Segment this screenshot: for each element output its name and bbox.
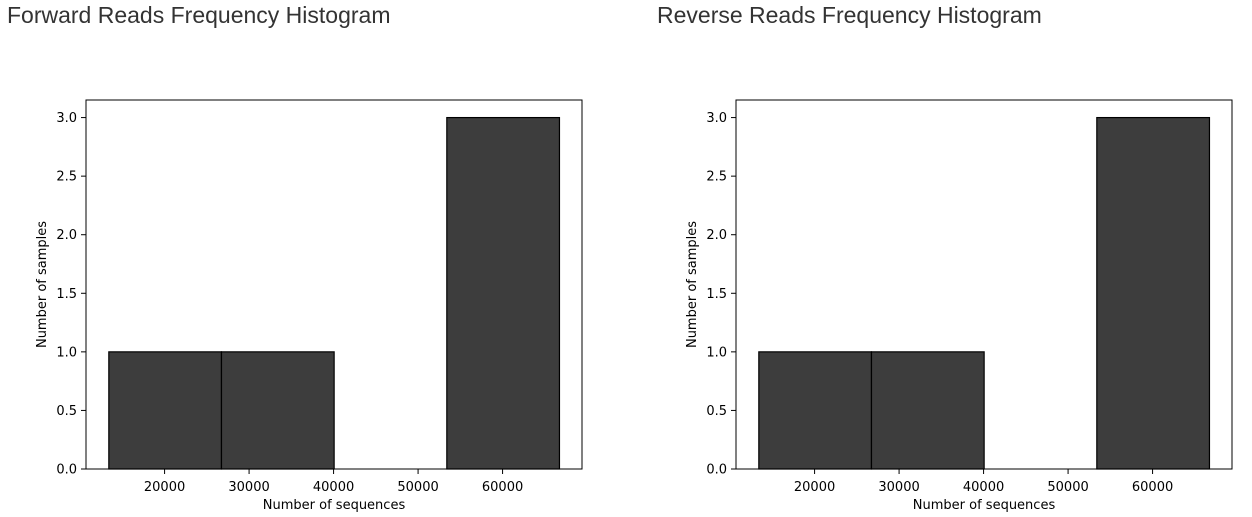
x-tick-label: 40000 bbox=[313, 480, 354, 495]
histogram-bar bbox=[1096, 116, 1211, 470]
x-tick-label: 50000 bbox=[1047, 480, 1088, 495]
x-tick-label: 20000 bbox=[794, 480, 835, 495]
x-tick-label: 20000 bbox=[144, 480, 185, 495]
y-tick-label: 0.0 bbox=[56, 463, 77, 478]
histogram-bar bbox=[220, 351, 335, 470]
y-tick-label: 3.0 bbox=[706, 111, 727, 126]
y-tick-label: 1.0 bbox=[706, 345, 727, 360]
x-tick-label: 60000 bbox=[482, 480, 523, 495]
histogram-bar bbox=[108, 351, 223, 470]
y-tick-label: 0.5 bbox=[706, 404, 727, 419]
forward-reads-panel: Forward Reads Frequency Histogram 20000 3… bbox=[0, 0, 600, 517]
reverse-reads-panel: Reverse Reads Frequency Histogram 20000 3… bbox=[650, 0, 1250, 517]
reverse-reads-histogram: 20000 30000 40000 50000 60000 0.0 0.5 1.0 1.5 2.0… bbox=[685, 99, 1233, 513]
x-axis-label: Number of sequences bbox=[263, 498, 406, 513]
histogram-bar bbox=[758, 351, 873, 470]
histogram-bar bbox=[446, 116, 561, 470]
y-tick-label: 1.0 bbox=[56, 345, 77, 360]
y-tick-label: 2.5 bbox=[56, 170, 77, 185]
chart-title: Forward Reads Frequency Histogram bbox=[7, 2, 391, 28]
x-tick-label: 40000 bbox=[963, 480, 1004, 495]
x-tick-label: 30000 bbox=[878, 480, 919, 495]
y-tick-label: 2.0 bbox=[706, 228, 727, 243]
y-tick-label: 0.0 bbox=[706, 463, 727, 478]
x-tick-label: 60000 bbox=[1132, 480, 1173, 495]
y-tick-label: 3.0 bbox=[56, 111, 77, 126]
x-tick-label: 30000 bbox=[228, 480, 269, 495]
x-axis-label: Number of sequences bbox=[913, 498, 1056, 513]
y-tick-label: 2.0 bbox=[56, 228, 77, 243]
x-tick-label: 50000 bbox=[397, 480, 438, 495]
y-axis-label: Number of samples bbox=[685, 221, 700, 348]
y-tick-label: 1.5 bbox=[56, 287, 77, 302]
y-axis-label: Number of samples bbox=[35, 221, 50, 348]
histogram-bar bbox=[870, 351, 985, 470]
y-tick-label: 2.5 bbox=[706, 170, 727, 185]
y-tick-label: 1.5 bbox=[706, 287, 727, 302]
chart-title: Reverse Reads Frequency Histogram bbox=[657, 2, 1042, 28]
forward-reads-histogram: 20000 30000 40000 50000 60000 0.0 0.5 1.0 1.5 2.0… bbox=[35, 99, 583, 513]
y-tick-label: 0.5 bbox=[56, 404, 77, 419]
